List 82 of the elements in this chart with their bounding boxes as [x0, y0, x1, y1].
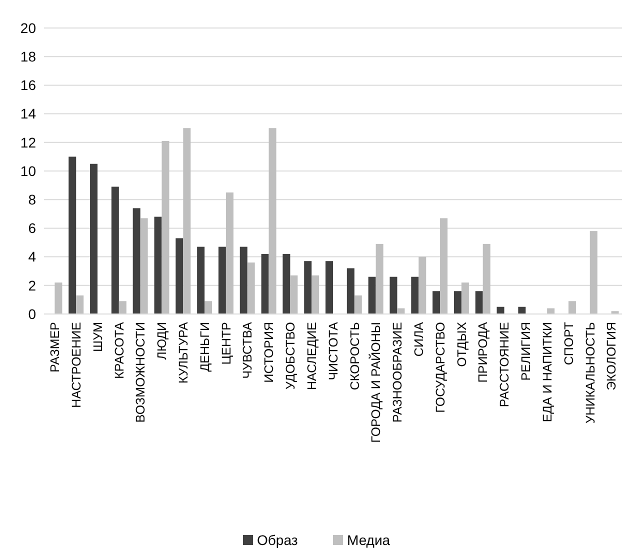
- bar: [354, 295, 362, 314]
- bar: [140, 218, 148, 314]
- bar: [368, 276, 376, 314]
- x-tick-label: ВОЗМОЖНОСТИ: [134, 322, 148, 423]
- x-tick-label: УДОБСТВО: [284, 322, 298, 390]
- x-tick-label: СПОРТ: [562, 322, 576, 366]
- bar: [226, 192, 234, 314]
- bar: [68, 156, 76, 314]
- x-tick-label: ЧУВСТВА: [240, 321, 255, 379]
- x-tick-label: ШУМ: [90, 322, 105, 352]
- x-tick-label: КРАСОТА: [112, 321, 126, 379]
- y-tick-label: 8: [28, 192, 36, 208]
- x-tick-label: ЧИСТОТА: [326, 321, 340, 380]
- x-tick-label: ЕДА И НАПИТКИ: [540, 322, 554, 422]
- x-tick-label: УНИКАЛЬНОСТЬ: [583, 322, 598, 424]
- x-tick-label: ЦЕНТР: [219, 322, 234, 365]
- x-tick-label: ПРИРОДА: [476, 321, 490, 383]
- x-tick-label: ЛЮДИ: [155, 322, 170, 360]
- bar: [312, 275, 320, 314]
- bar: [176, 238, 184, 314]
- y-tick-label: 18: [20, 48, 36, 64]
- bar: [282, 254, 290, 314]
- bar: [475, 291, 483, 314]
- x-tick-label: ДЕНЬГИ: [198, 322, 212, 372]
- x-tick-label: РЕЛИГИЯ: [519, 322, 534, 381]
- bar: [111, 186, 119, 314]
- bar: [326, 261, 333, 314]
- bar: [418, 256, 426, 314]
- y-tick-label: 0: [28, 306, 36, 322]
- y-tick-label: 6: [28, 220, 36, 236]
- y-tick-label: 16: [20, 77, 36, 94]
- x-tick-label: РАЗНООБРАЗИЕ: [390, 322, 405, 422]
- x-tick-label: РАЗМЕР: [48, 322, 62, 372]
- bar: [132, 208, 140, 314]
- y-tick-label: 4: [28, 248, 36, 265]
- bar: [496, 306, 504, 314]
- bar: [218, 246, 226, 314]
- x-tick-label: ИСТОРИЯ: [262, 322, 276, 383]
- x-tick-label: НАСТРОЕНИЕ: [69, 322, 84, 408]
- bar: [183, 128, 191, 314]
- bar: [247, 262, 255, 314]
- bar: [162, 140, 170, 314]
- bar: [376, 244, 384, 314]
- y-tick-label: 14: [20, 106, 36, 122]
- x-tick-label: СКОРОСТЬ: [348, 322, 362, 390]
- legend-label: Медиа: [347, 532, 390, 548]
- x-tick-label: ОТДЫХ: [454, 321, 469, 367]
- bar: [268, 128, 276, 314]
- bar: [54, 282, 62, 314]
- x-tick-label: СИЛА: [412, 321, 426, 357]
- y-tick-label: 12: [20, 134, 36, 150]
- bar: [461, 282, 469, 314]
- y-tick-label: 20: [20, 20, 36, 36]
- bar: [411, 276, 419, 314]
- bar: [568, 301, 576, 314]
- legend-label: Образ: [257, 532, 298, 548]
- bar: [90, 164, 98, 314]
- bar: [261, 254, 269, 314]
- bar: [518, 306, 526, 314]
- bar: [118, 301, 126, 314]
- bar: [346, 268, 354, 314]
- bar: [290, 275, 298, 314]
- bar: [390, 276, 398, 314]
- x-tick-label: КУЛЬТУРА: [176, 321, 191, 384]
- bar: [197, 246, 205, 314]
- bar: [482, 244, 490, 314]
- bar: [590, 231, 598, 314]
- x-tick-label: ГОСУДАРСТВО: [433, 322, 448, 413]
- bar: [454, 291, 462, 314]
- bar: [76, 295, 84, 314]
- x-tick-label: ГОРОДА И РАЙОНЫ: [368, 322, 384, 443]
- x-tick-label: РАССТОЯНИЕ: [498, 322, 512, 408]
- bar: [304, 261, 312, 314]
- y-tick-label: 2: [28, 277, 36, 294]
- y-tick-label: 10: [20, 162, 36, 179]
- x-tick-label: ЭКОЛОГИЯ: [604, 322, 619, 390]
- bar: [154, 216, 162, 314]
- bar: [204, 301, 212, 314]
- bar: [432, 291, 440, 314]
- x-tick-label: НАСЛЕДИЕ: [304, 322, 319, 390]
- bar: [240, 246, 248, 314]
- bar: [440, 218, 448, 314]
